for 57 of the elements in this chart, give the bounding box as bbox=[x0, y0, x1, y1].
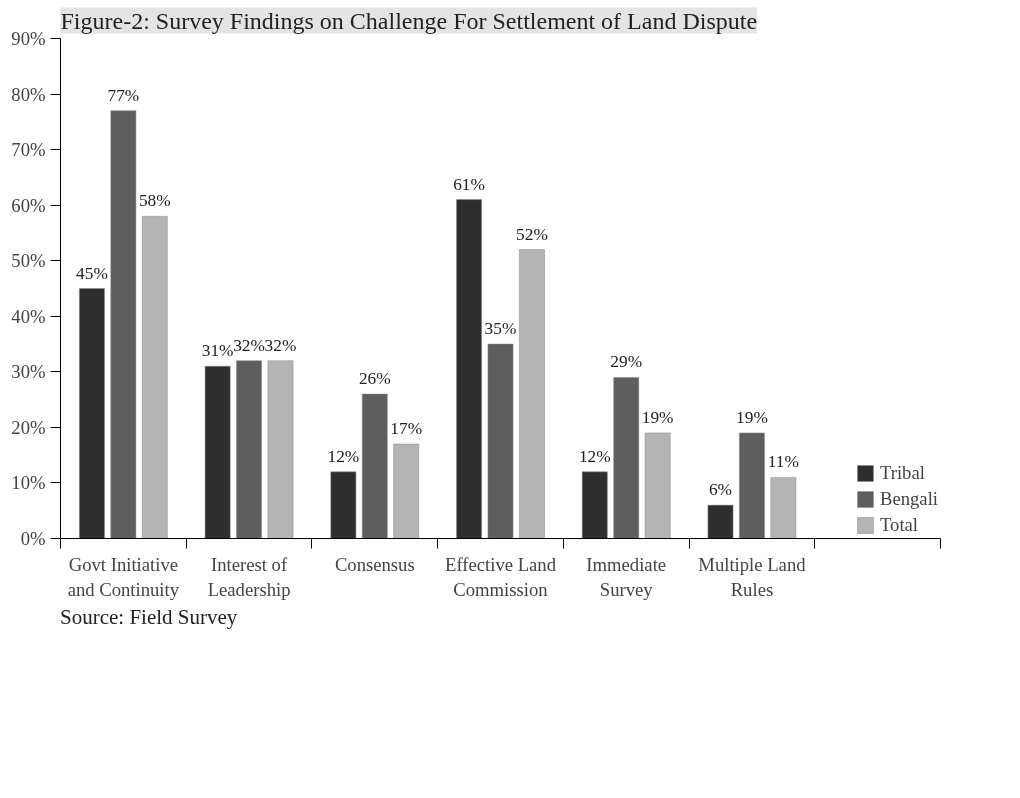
y-tick-label: 30% bbox=[11, 361, 46, 383]
bar bbox=[141, 216, 168, 539]
data-label: 32% bbox=[264, 335, 297, 355]
bar bbox=[581, 471, 608, 539]
data-label: 11% bbox=[767, 452, 799, 472]
bar bbox=[236, 360, 262, 539]
data-label: 19% bbox=[641, 407, 674, 427]
data-label: 45% bbox=[76, 263, 108, 283]
data-label: 35% bbox=[484, 319, 517, 339]
data-label: 19% bbox=[736, 407, 768, 427]
data-label: 6% bbox=[708, 480, 733, 500]
bar bbox=[79, 288, 105, 539]
bar bbox=[361, 393, 388, 539]
source-note: Source: Field Survey bbox=[60, 604, 238, 631]
bar bbox=[110, 110, 137, 539]
data-label: 52% bbox=[516, 224, 548, 244]
data-label: 61% bbox=[453, 174, 485, 194]
data-label: 26% bbox=[358, 369, 391, 389]
bar bbox=[519, 249, 545, 539]
data-label: 32% bbox=[233, 335, 265, 355]
y-tick-label: 40% bbox=[11, 305, 46, 327]
data-label: 29% bbox=[610, 352, 643, 372]
bar bbox=[770, 477, 797, 539]
data-label: 12% bbox=[578, 446, 611, 466]
bar bbox=[487, 343, 514, 539]
bar bbox=[393, 443, 420, 539]
y-tick-label: 10% bbox=[11, 472, 46, 494]
bar bbox=[204, 366, 231, 539]
data-label: 17% bbox=[390, 419, 423, 439]
bar bbox=[330, 471, 357, 539]
bar bbox=[267, 360, 294, 539]
data-label: 77% bbox=[107, 85, 140, 105]
y-tick-label: 90% bbox=[11, 28, 46, 49]
bar bbox=[456, 199, 482, 539]
data-label: 12% bbox=[327, 446, 360, 466]
data-label: 58% bbox=[138, 191, 171, 211]
x-tick-label: Consensus bbox=[334, 553, 415, 575]
bar bbox=[644, 432, 671, 539]
bar bbox=[613, 377, 640, 539]
y-tick-label: 70% bbox=[11, 139, 46, 161]
y-tick-label: 20% bbox=[11, 416, 46, 438]
y-tick-label: 80% bbox=[11, 83, 46, 105]
y-tick-label: 0% bbox=[20, 528, 46, 549]
x-tick-label: Govt Initiative and Continuity bbox=[67, 553, 180, 600]
y-tick-label: 50% bbox=[11, 250, 46, 272]
legend-label: Bengali bbox=[879, 488, 938, 510]
data-label: 31% bbox=[201, 341, 234, 361]
bar bbox=[739, 432, 765, 539]
legend-label: Total bbox=[879, 514, 919, 536]
chart-title: Figure-2: Survey Findings on Challenge For Settlement of Land Dispute bbox=[60, 7, 758, 34]
bar bbox=[707, 504, 734, 539]
x-tick-label: Interest of Leadership bbox=[207, 553, 291, 600]
x-tick-label: Multiple Land Rules bbox=[698, 553, 807, 600]
x-tick-label: Immediate Survey bbox=[586, 553, 667, 600]
x-tick-label: Effective Land Commission bbox=[444, 553, 557, 600]
y-tick-label: 60% bbox=[11, 194, 46, 216]
legend-label: Tribal bbox=[879, 462, 925, 484]
